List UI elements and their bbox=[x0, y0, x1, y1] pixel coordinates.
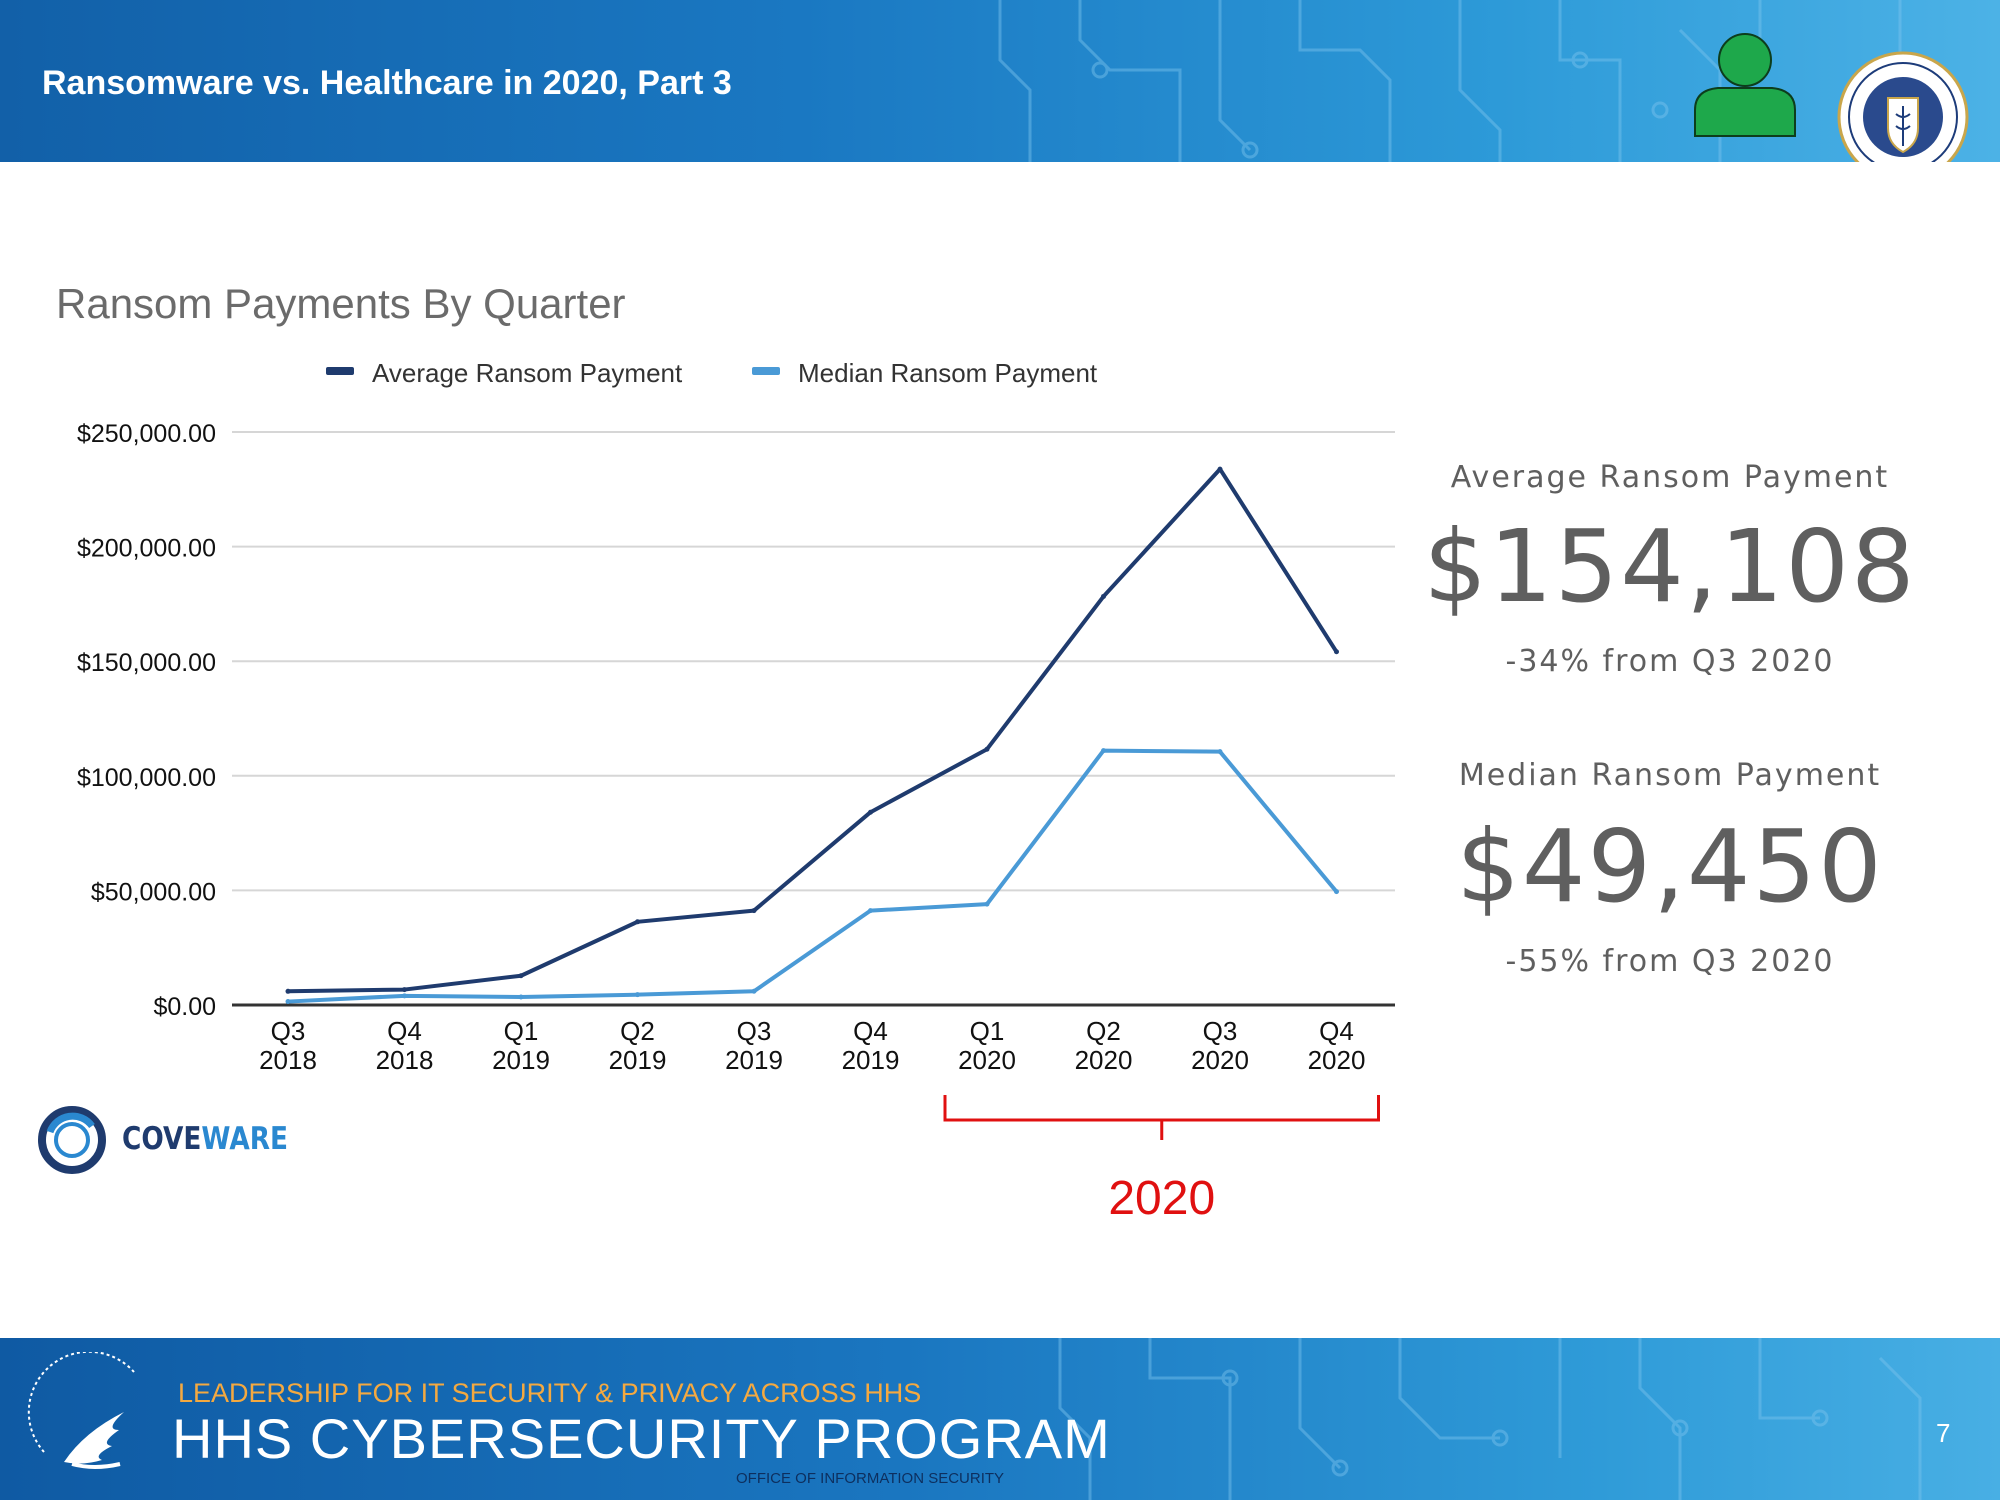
average-payment-change: -34% from Q3 2020 bbox=[1505, 644, 1835, 679]
y-tick-label: $50,000.00 bbox=[91, 878, 216, 906]
coveware-wordmark: COVEWARE bbox=[122, 1121, 289, 1157]
median-data-point bbox=[751, 988, 757, 994]
x-tick-label: Q4 2020 bbox=[1308, 1016, 1366, 1075]
year-bracket bbox=[943, 1095, 1380, 1140]
average-data-point bbox=[1217, 466, 1223, 472]
legend-label: Median Ransom Payment bbox=[798, 358, 1098, 388]
x-tick-label: Q3 2019 bbox=[725, 1016, 783, 1075]
average-payment-value: $154,108 bbox=[1423, 508, 1917, 625]
average-data-point bbox=[984, 746, 990, 752]
year-annotation-label: 2020 bbox=[1108, 1172, 1215, 1225]
median-data-point bbox=[402, 993, 407, 999]
x-tick-label: Q1 2020 bbox=[958, 1016, 1016, 1075]
average-data-point bbox=[751, 908, 757, 914]
x-tick-label: Q4 2019 bbox=[842, 1016, 900, 1075]
chart-grid bbox=[232, 431, 1395, 1007]
average-data-point bbox=[1334, 649, 1339, 655]
average-data-point bbox=[868, 809, 873, 815]
x-tick-label: Q3 2018 bbox=[259, 1016, 317, 1075]
hc3-seal-icon bbox=[1837, 51, 1969, 162]
x-tick-label: Q2 2019 bbox=[609, 1016, 667, 1075]
median-data-point bbox=[285, 999, 291, 1005]
hhs-eagle-logo bbox=[27, 1352, 135, 1469]
y-tick-label: $100,000.00 bbox=[77, 764, 216, 792]
person-icon bbox=[1694, 33, 1796, 137]
header-banner: Ransomware vs. Healthcare in 2020, Part … bbox=[0, 0, 2000, 162]
legend-swatch bbox=[752, 367, 780, 375]
median-payment-value: $49,450 bbox=[1456, 808, 1884, 925]
median-data-point bbox=[984, 901, 990, 907]
average-data-point bbox=[518, 973, 524, 979]
average-payment-label: Average Ransom Payment bbox=[1450, 460, 1890, 495]
average-series-line bbox=[287, 467, 1339, 994]
y-tick-label: $0.00 bbox=[153, 993, 216, 1021]
y-axis-tick-labels: $0.00 $50,000.00 $100,000.00 $150,000.00 $20… bbox=[77, 420, 216, 1021]
legend-swatch bbox=[326, 367, 354, 375]
slide-title: Ransomware vs. Healthcare in 2020, Part … bbox=[42, 64, 732, 102]
y-tick-label: $250,000.00 bbox=[77, 420, 216, 448]
footer-program-name: HHS CYBERSECURITY PROGRAM bbox=[172, 1407, 1111, 1470]
median-data-point bbox=[868, 908, 873, 914]
page-number: 7 bbox=[1936, 1418, 1951, 1448]
x-tick-label: Q2 2020 bbox=[1075, 1016, 1133, 1075]
median-data-point bbox=[1217, 749, 1223, 755]
footer-office: OFFICE OF INFORMATION SECURITY bbox=[736, 1470, 1005, 1487]
chart-legend: Average Ransom Payment Median Ransom Paym… bbox=[326, 358, 1098, 388]
y-tick-label: $200,000.00 bbox=[77, 535, 216, 563]
median-data-point bbox=[518, 994, 524, 1000]
median-data-point bbox=[1101, 748, 1106, 754]
legend-label: Average Ransom Payment bbox=[372, 358, 683, 388]
footer-tagline: LEADERSHIP FOR IT SECURITY & PRIVACY ACR… bbox=[178, 1378, 922, 1408]
median-payment-label: Median Ransom Payment bbox=[1458, 758, 1882, 793]
y-tick-label: $150,000.00 bbox=[77, 649, 216, 677]
year-annotation: 2020 bbox=[943, 1095, 1380, 1225]
average-data-point bbox=[285, 988, 291, 994]
x-tick-label: Q1 2019 bbox=[492, 1016, 550, 1075]
coveware-ring-logo bbox=[38, 1106, 106, 1174]
chart-series bbox=[285, 466, 1339, 1005]
average-data-point bbox=[1101, 593, 1106, 599]
x-tick-label: Q3 2020 bbox=[1191, 1016, 1249, 1075]
circuit-pattern bbox=[998, 0, 1949, 162]
circuit-pattern-footer bbox=[1058, 1338, 1922, 1500]
x-tick-label: Q4 2018 bbox=[376, 1016, 434, 1075]
median-data-point bbox=[635, 992, 640, 998]
median-series-line bbox=[287, 748, 1339, 1004]
average-data-point bbox=[402, 987, 407, 993]
chart-title: Ransom Payments By Quarter bbox=[56, 280, 626, 327]
median-data-point bbox=[1334, 889, 1339, 895]
average-data-point bbox=[635, 919, 640, 925]
x-axis-tick-labels: Q3 2018 Q4 2018 Q1 2019 Q2 2019 Q3 2019 Q4 2019 Q1 20… bbox=[259, 1016, 1365, 1075]
median-payment-change: -55% from Q3 2020 bbox=[1505, 944, 1835, 979]
footer-banner bbox=[0, 1338, 2000, 1500]
